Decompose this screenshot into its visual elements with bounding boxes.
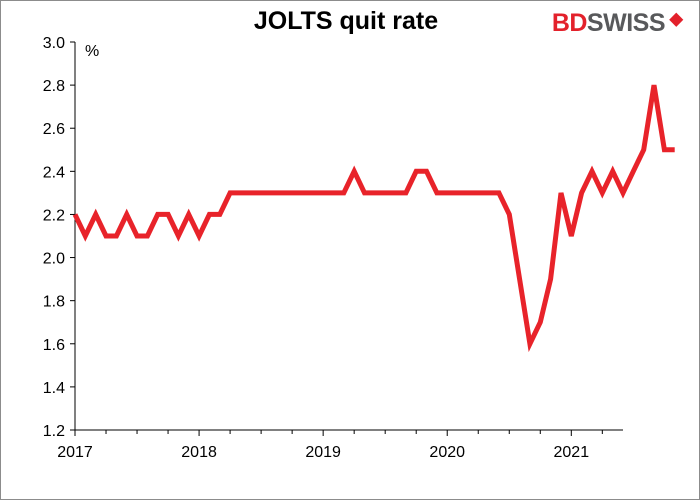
logo-bd-text: BD bbox=[551, 9, 588, 37]
y-tick-label: 2.0 bbox=[43, 251, 65, 268]
y-tick-label: 1.4 bbox=[43, 380, 65, 397]
logo-swiss-text: SWISS bbox=[586, 9, 666, 37]
x-tick-label: 2018 bbox=[181, 444, 217, 461]
x-tick-label: 2021 bbox=[554, 444, 590, 461]
x-tick-label: 2019 bbox=[305, 444, 341, 461]
x-tick-label: 2020 bbox=[429, 444, 465, 461]
bdswiss-logo: BD SWISS bbox=[551, 9, 684, 38]
y-tick-label: 1.2 bbox=[43, 423, 65, 440]
y-tick-label: 2.6 bbox=[43, 121, 65, 138]
chart-title: JOLTS quit rate bbox=[253, 7, 439, 35]
y-tick-label: 1.8 bbox=[43, 294, 65, 311]
y-tick-label: 2.4 bbox=[43, 164, 65, 181]
y-tick-label: 1.6 bbox=[43, 337, 65, 354]
x-tick-label: 2017 bbox=[57, 444, 93, 461]
y-axis-unit-label: % bbox=[85, 43, 99, 60]
y-tick-label: 2.2 bbox=[43, 207, 65, 224]
series-line-jolts-quit-rate bbox=[72, 84, 675, 353]
y-tick-label: 2.8 bbox=[43, 78, 65, 95]
y-tick-label: 3.0 bbox=[43, 35, 65, 52]
